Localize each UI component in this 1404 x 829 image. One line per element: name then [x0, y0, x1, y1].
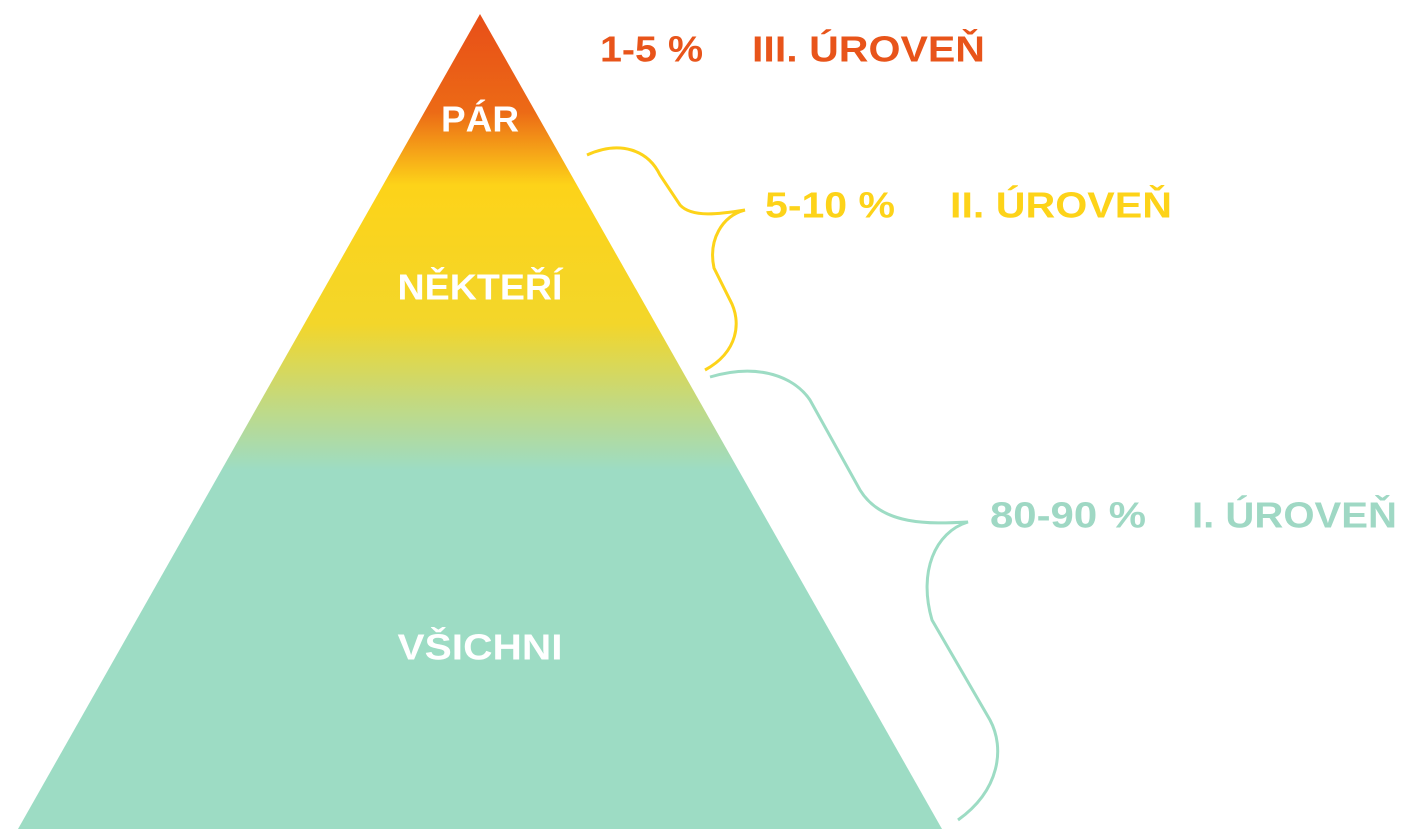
share: 80-90 % [990, 495, 1146, 536]
brace [709, 369, 1000, 822]
pyramid [18, 14, 942, 829]
level: III. ÚROVEŇ [752, 28, 985, 70]
level: I. ÚROVEŇ [1192, 494, 1397, 536]
share: 1-5 % [600, 29, 703, 70]
tier-label: NĚKTEŘÍ [398, 266, 564, 308]
share: 5-10 % [765, 185, 895, 226]
level: II. ÚROVEŇ [950, 184, 1172, 226]
tier-label: PÁR [441, 99, 519, 140]
brace [586, 146, 746, 372]
tier-label: VŠICHNI [398, 626, 563, 668]
